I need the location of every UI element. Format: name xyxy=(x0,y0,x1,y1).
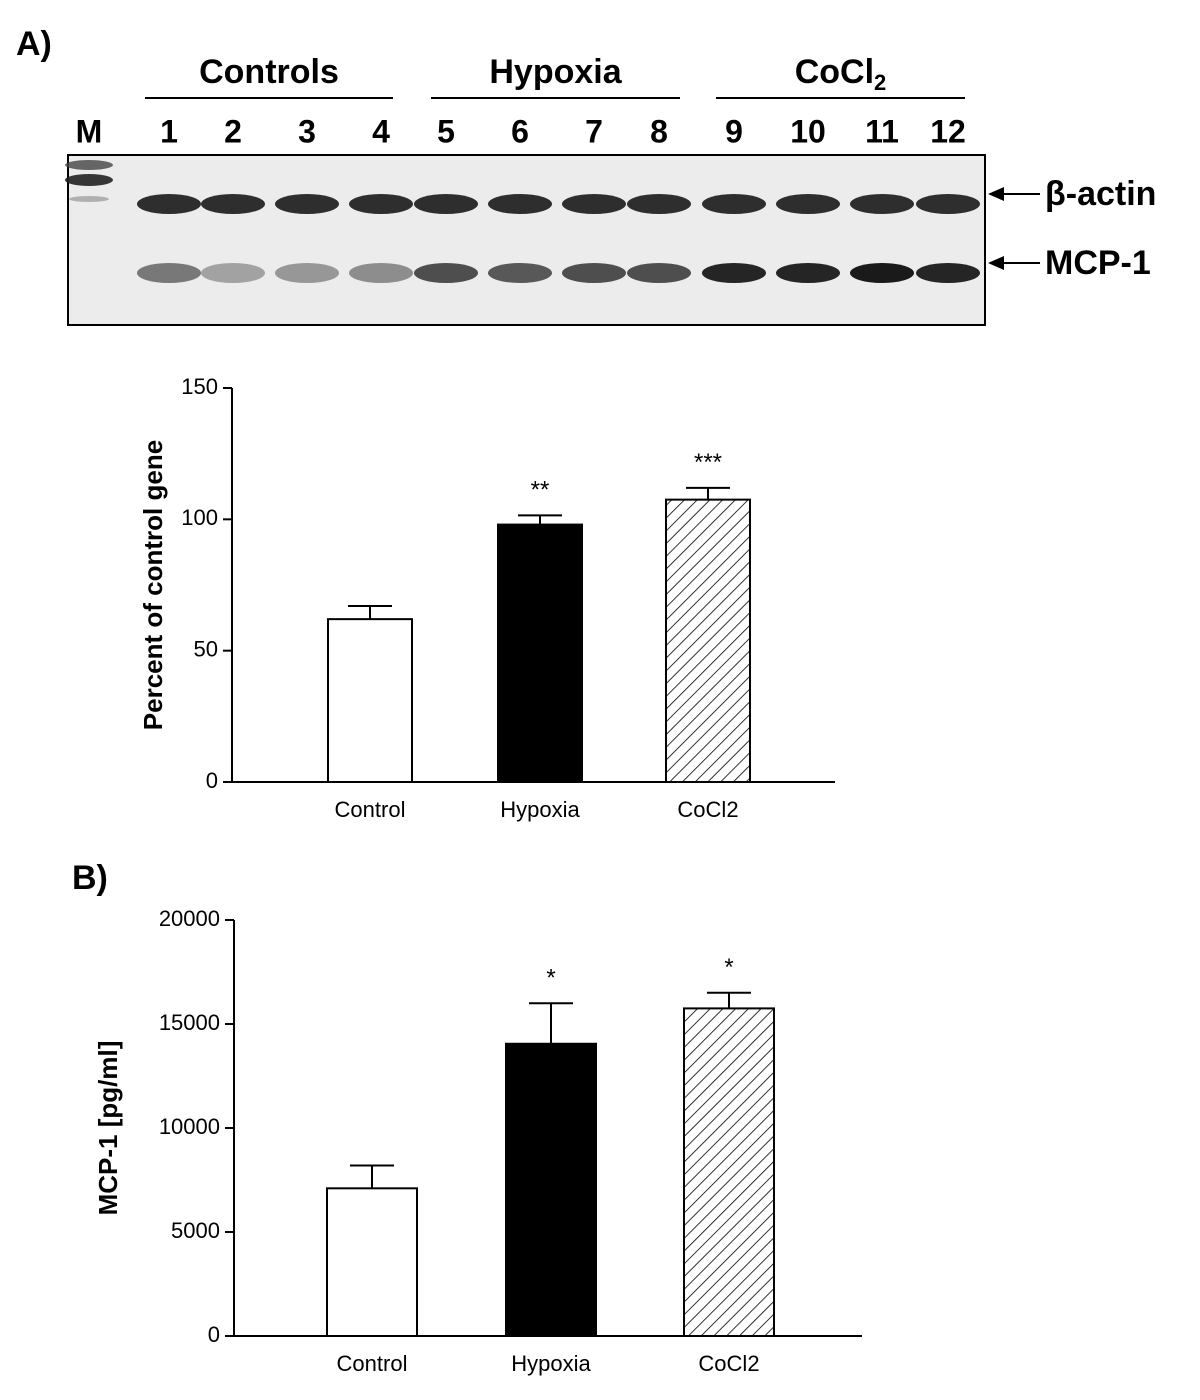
marker-band xyxy=(65,174,113,186)
group-name: Hypoxia xyxy=(489,53,622,91)
gel-band xyxy=(414,194,478,214)
gel-band xyxy=(850,194,914,214)
lane-label: 3 xyxy=(298,113,316,149)
gel-band xyxy=(916,194,980,214)
gel-band xyxy=(137,194,201,214)
x-tick-label: CoCl2 xyxy=(677,797,738,822)
gel-band xyxy=(275,263,339,283)
lane-label: 5 xyxy=(437,113,455,149)
y-tick-label: 10000 xyxy=(159,1114,220,1139)
gel-band xyxy=(562,194,626,214)
gel-band xyxy=(702,194,766,214)
gel-band xyxy=(201,263,265,283)
gel-frame xyxy=(67,154,986,326)
x-tick-label: Hypoxia xyxy=(511,1351,591,1376)
y-tick-label: 50 xyxy=(194,636,218,661)
x-tick-label: CoCl2 xyxy=(698,1351,759,1376)
gel-band xyxy=(850,263,914,283)
group-subscript: 2 xyxy=(874,70,886,95)
gel-band xyxy=(776,194,840,214)
gel-band xyxy=(488,263,552,283)
significance: * xyxy=(546,965,555,992)
marker-band xyxy=(69,196,109,202)
gel-band xyxy=(776,263,840,283)
lane-label: 6 xyxy=(511,113,529,149)
group-label: CoCl2 xyxy=(795,53,887,95)
gel-band xyxy=(627,263,691,283)
x-tick-label: Control xyxy=(337,1351,408,1376)
y-tick-label: 0 xyxy=(206,768,218,793)
y-axis-label: MCP-1 [pg/ml] xyxy=(93,1041,123,1216)
gel-band xyxy=(201,194,265,214)
lane-label: 12 xyxy=(930,113,966,149)
lane-label: 11 xyxy=(865,113,899,149)
lane-label: 4 xyxy=(372,113,390,149)
lane-label: 1 xyxy=(160,113,178,149)
bar xyxy=(683,1007,775,1338)
significance: ** xyxy=(531,477,550,504)
band-arrowhead xyxy=(988,187,1004,201)
lane-label: 2 xyxy=(224,113,242,149)
band-label: MCP-1 xyxy=(1045,244,1151,282)
y-tick-label: 15000 xyxy=(159,1010,220,1035)
gel-band xyxy=(702,263,766,283)
gel-band xyxy=(916,263,980,283)
bar xyxy=(505,1042,597,1337)
x-tick-label: Control xyxy=(335,797,406,822)
bar xyxy=(326,1187,418,1337)
y-tick-label: 150 xyxy=(181,374,218,399)
y-tick-label: 0 xyxy=(208,1322,220,1347)
y-tick-label: 20000 xyxy=(159,906,220,931)
gel-band xyxy=(349,194,413,214)
bar xyxy=(327,618,413,783)
gel-band xyxy=(414,263,478,283)
band-label: β-actin xyxy=(1045,175,1156,213)
lane-label: 9 xyxy=(725,113,743,149)
y-tick-label: 5000 xyxy=(171,1218,220,1243)
band-arrowhead xyxy=(988,256,1004,270)
group-label: Hypoxia xyxy=(489,53,622,91)
gel-band xyxy=(137,263,201,283)
significance: * xyxy=(724,954,733,981)
gel-band xyxy=(488,194,552,214)
group-name: CoCl xyxy=(795,53,874,91)
gel-band xyxy=(562,263,626,283)
gel-band xyxy=(627,194,691,214)
lane-label: 8 xyxy=(650,113,668,149)
bar xyxy=(665,498,751,783)
marker-band xyxy=(65,160,113,170)
group-name: Controls xyxy=(199,53,339,91)
y-axis-label: Percent of control gene xyxy=(138,440,168,730)
lane-label: 7 xyxy=(585,113,603,149)
lane-label: 10 xyxy=(790,113,826,149)
x-tick-label: Hypoxia xyxy=(500,797,580,822)
group-label: Controls xyxy=(199,53,339,91)
bar xyxy=(497,523,583,783)
gel-band xyxy=(349,263,413,283)
gel-band xyxy=(275,194,339,214)
panel-label: B) xyxy=(72,859,108,897)
y-tick-label: 100 xyxy=(181,505,218,530)
significance: *** xyxy=(694,449,722,476)
panel-label: A) xyxy=(16,25,52,63)
lane-label: M xyxy=(76,113,103,149)
